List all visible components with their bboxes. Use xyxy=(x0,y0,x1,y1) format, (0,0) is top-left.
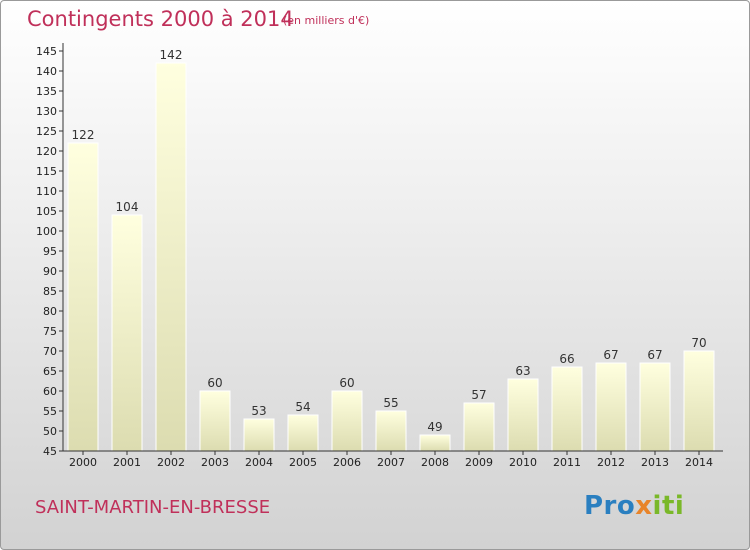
axes-layer: 45 50 55 60 65 70 75 80 85 90 95 100 105 110 115 120 125… xyxy=(36,43,723,469)
y-tick-label: 60 xyxy=(43,385,57,398)
x-tick-label-2014: 2014 xyxy=(685,456,713,469)
bar-2001 xyxy=(111,214,143,452)
data-labels-layer: 122 104 142 60 53 54 60 55 49 57 63 66 67 67 70 xyxy=(72,48,707,434)
data-label-2001: 104 xyxy=(116,200,139,214)
data-label-2012: 67 xyxy=(603,348,618,362)
data-label-2008: 49 xyxy=(427,420,442,434)
x-tick-label-2007: 2007 xyxy=(377,456,405,469)
y-tick-label: 130 xyxy=(36,105,57,118)
bar-2014 xyxy=(683,350,715,452)
bar-2000 xyxy=(67,142,99,452)
chart-subtitle: (en milliers d'€) xyxy=(283,14,370,27)
bar-2011 xyxy=(551,366,583,452)
y-tick-label: 75 xyxy=(43,325,57,338)
y-tick-label: 120 xyxy=(36,145,57,158)
proxiti-logo[interactable]: Proxiti xyxy=(584,491,684,521)
y-tick-label: 115 xyxy=(36,165,57,178)
y-tick-label: 80 xyxy=(43,305,57,318)
y-tick-label: 55 xyxy=(43,405,57,418)
x-tick-label-2002: 2002 xyxy=(157,456,185,469)
bar-2004 xyxy=(243,418,275,452)
data-label-2002: 142 xyxy=(160,48,183,62)
logo-part-1: Pro xyxy=(584,491,636,521)
bars-layer xyxy=(67,62,715,452)
x-tick-label-2008: 2008 xyxy=(421,456,449,469)
bar-2007 xyxy=(375,410,407,452)
bar-2010 xyxy=(507,378,539,452)
data-label-2004: 53 xyxy=(251,404,266,418)
y-tick-label: 145 xyxy=(36,45,57,58)
data-label-2010: 63 xyxy=(515,364,530,378)
y-tick-label: 50 xyxy=(43,425,57,438)
y-tick-label: 95 xyxy=(43,245,57,258)
y-tick-label: 85 xyxy=(43,285,57,298)
logo-part-3: iti xyxy=(652,491,685,521)
y-tick-label: 140 xyxy=(36,65,57,78)
x-tick-label-2011: 2011 xyxy=(553,456,581,469)
data-label-2009: 57 xyxy=(471,388,486,402)
bar-2008 xyxy=(419,434,451,452)
x-tick-label-2001: 2001 xyxy=(113,456,141,469)
y-tick-label: 110 xyxy=(36,185,57,198)
bar-2013 xyxy=(639,362,671,452)
bar-2009 xyxy=(463,402,495,452)
y-tick-label: 125 xyxy=(36,125,57,138)
bar-2003 xyxy=(199,390,231,452)
y-tick-label: 65 xyxy=(43,365,57,378)
data-label-2005: 54 xyxy=(295,400,310,414)
x-tick-label-2005: 2005 xyxy=(289,456,317,469)
x-tick-label-2004: 2004 xyxy=(245,456,273,469)
x-tick-label-2006: 2006 xyxy=(333,456,361,469)
bar-2005 xyxy=(287,414,319,452)
y-tick-label: 135 xyxy=(36,85,57,98)
bar-2012 xyxy=(595,362,627,452)
bar-2006 xyxy=(331,390,363,452)
data-label-2007: 55 xyxy=(383,396,398,410)
data-label-2013: 67 xyxy=(647,348,662,362)
data-label-2011: 66 xyxy=(559,352,574,366)
y-tick-label: 90 xyxy=(43,265,57,278)
town-name: SAINT-MARTIN-EN-BRESSE xyxy=(35,497,271,518)
y-tick-label: 70 xyxy=(43,345,57,358)
x-tick-label-2000: 2000 xyxy=(69,456,97,469)
x-tick-label-2012: 2012 xyxy=(597,456,625,469)
x-tick-label-2003: 2003 xyxy=(201,456,229,469)
logo-part-2: x xyxy=(635,491,653,521)
x-tick-label-2010: 2010 xyxy=(509,456,537,469)
bar-2002 xyxy=(155,62,187,452)
chart-title: Contingents 2000 à 2014 xyxy=(27,7,294,31)
data-label-2000: 122 xyxy=(72,128,95,142)
data-label-2003: 60 xyxy=(207,376,222,390)
data-label-2014: 70 xyxy=(691,336,706,350)
y-tick-label: 100 xyxy=(36,225,57,238)
x-tick-label-2009: 2009 xyxy=(465,456,493,469)
x-tick-label-2013: 2013 xyxy=(641,456,669,469)
y-tick-label: 45 xyxy=(43,445,57,458)
y-tick-label: 105 xyxy=(36,205,57,218)
data-label-2006: 60 xyxy=(339,376,354,390)
